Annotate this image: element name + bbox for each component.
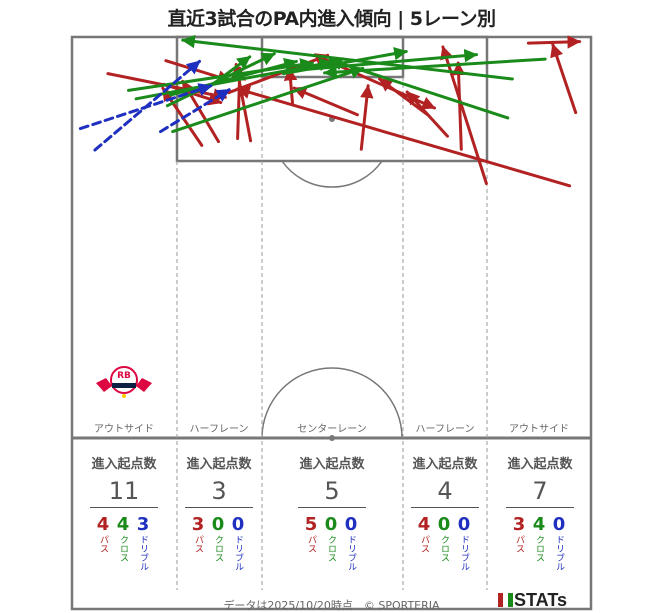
pass-arrow	[359, 84, 374, 151]
lane-total: 5	[324, 477, 340, 505]
pass-count: 4 パス	[96, 514, 110, 554]
cross-count: 0 クロス	[437, 514, 451, 563]
center-circle	[261, 367, 403, 439]
pass-count: 3 パス	[191, 514, 205, 554]
lane-name: ハーフレーン	[190, 424, 249, 435]
dribble-count: 0 ドリブル	[552, 514, 566, 572]
chart-title: 直近3試合のPA内進入傾向 | 5レーン別	[167, 8, 496, 30]
lane-name: センターレーン	[297, 423, 367, 435]
pass-arrow	[550, 43, 578, 115]
lane-total: 3	[211, 477, 227, 505]
lane-rule	[90, 507, 158, 508]
lane-stat-header: 進入起点数	[507, 457, 573, 472]
lane-stat-header: 進入起点数	[186, 457, 252, 472]
pass-count: 4 パス	[417, 514, 431, 554]
pass-arrow	[526, 35, 582, 49]
lane-rule	[298, 507, 366, 508]
dribble-arrow	[159, 88, 231, 134]
pass-arrow	[378, 77, 430, 117]
pass-arrow	[292, 86, 359, 117]
dribble-count: 0 ドリブル	[231, 514, 245, 572]
brand-mark-icon	[508, 593, 513, 607]
lane-rule	[185, 507, 253, 508]
cross-arrow	[204, 55, 252, 91]
dribble-arrow	[93, 59, 201, 152]
arrow-layer	[78, 34, 582, 188]
lane-rule	[411, 507, 479, 508]
lane-stat-header: 進入起点数	[91, 457, 157, 472]
center-spot	[329, 435, 335, 441]
cross-arrow	[171, 65, 365, 134]
cross-arrow	[134, 57, 333, 101]
pass-arrow	[451, 61, 466, 151]
lane-name: ハーフレーン	[416, 424, 475, 435]
cross-arrow	[169, 58, 298, 97]
pass-arrow	[236, 85, 572, 188]
cross-count: 0 クロス	[324, 514, 338, 563]
brand-mark-icon	[498, 593, 503, 607]
team-logo-text: RB	[117, 371, 131, 381]
lane-name: アウトサイド	[509, 423, 569, 435]
cross-count: 4 クロス	[532, 514, 546, 563]
pass-arrow	[440, 45, 488, 185]
lane-total: 7	[532, 477, 548, 505]
cross-count: 0 クロス	[211, 514, 225, 563]
cross-count: 4 クロス	[116, 514, 130, 563]
cross-arrow	[283, 48, 478, 73]
footer-note: データは2025/10/20時点 © SPORTERIA	[223, 599, 440, 612]
penalty-box	[175, 35, 489, 163]
lane-stat-header: 進入起点数	[412, 457, 478, 472]
dribble-count: 3 ドリブル	[136, 514, 150, 572]
dribble-count: 0 ドリブル	[457, 514, 471, 572]
lane-stat-header: 進入起点数	[299, 457, 365, 472]
brand-text: STATs	[514, 590, 567, 610]
team-logo-icon: RB	[96, 366, 152, 398]
lane-rule	[506, 507, 574, 508]
pass-count: 3 パス	[512, 514, 526, 554]
cross-arrow	[181, 34, 514, 81]
pass-arrow	[283, 66, 298, 106]
lane-total: 11	[108, 477, 140, 505]
brand-logo: STATs	[498, 590, 567, 611]
lane-total: 4	[437, 477, 453, 505]
penalty-arc	[281, 160, 383, 188]
pass-count: 5 パス	[304, 514, 318, 554]
dribble-count: 0 ドリブル	[344, 514, 358, 572]
lane-name: アウトサイド	[94, 423, 154, 435]
